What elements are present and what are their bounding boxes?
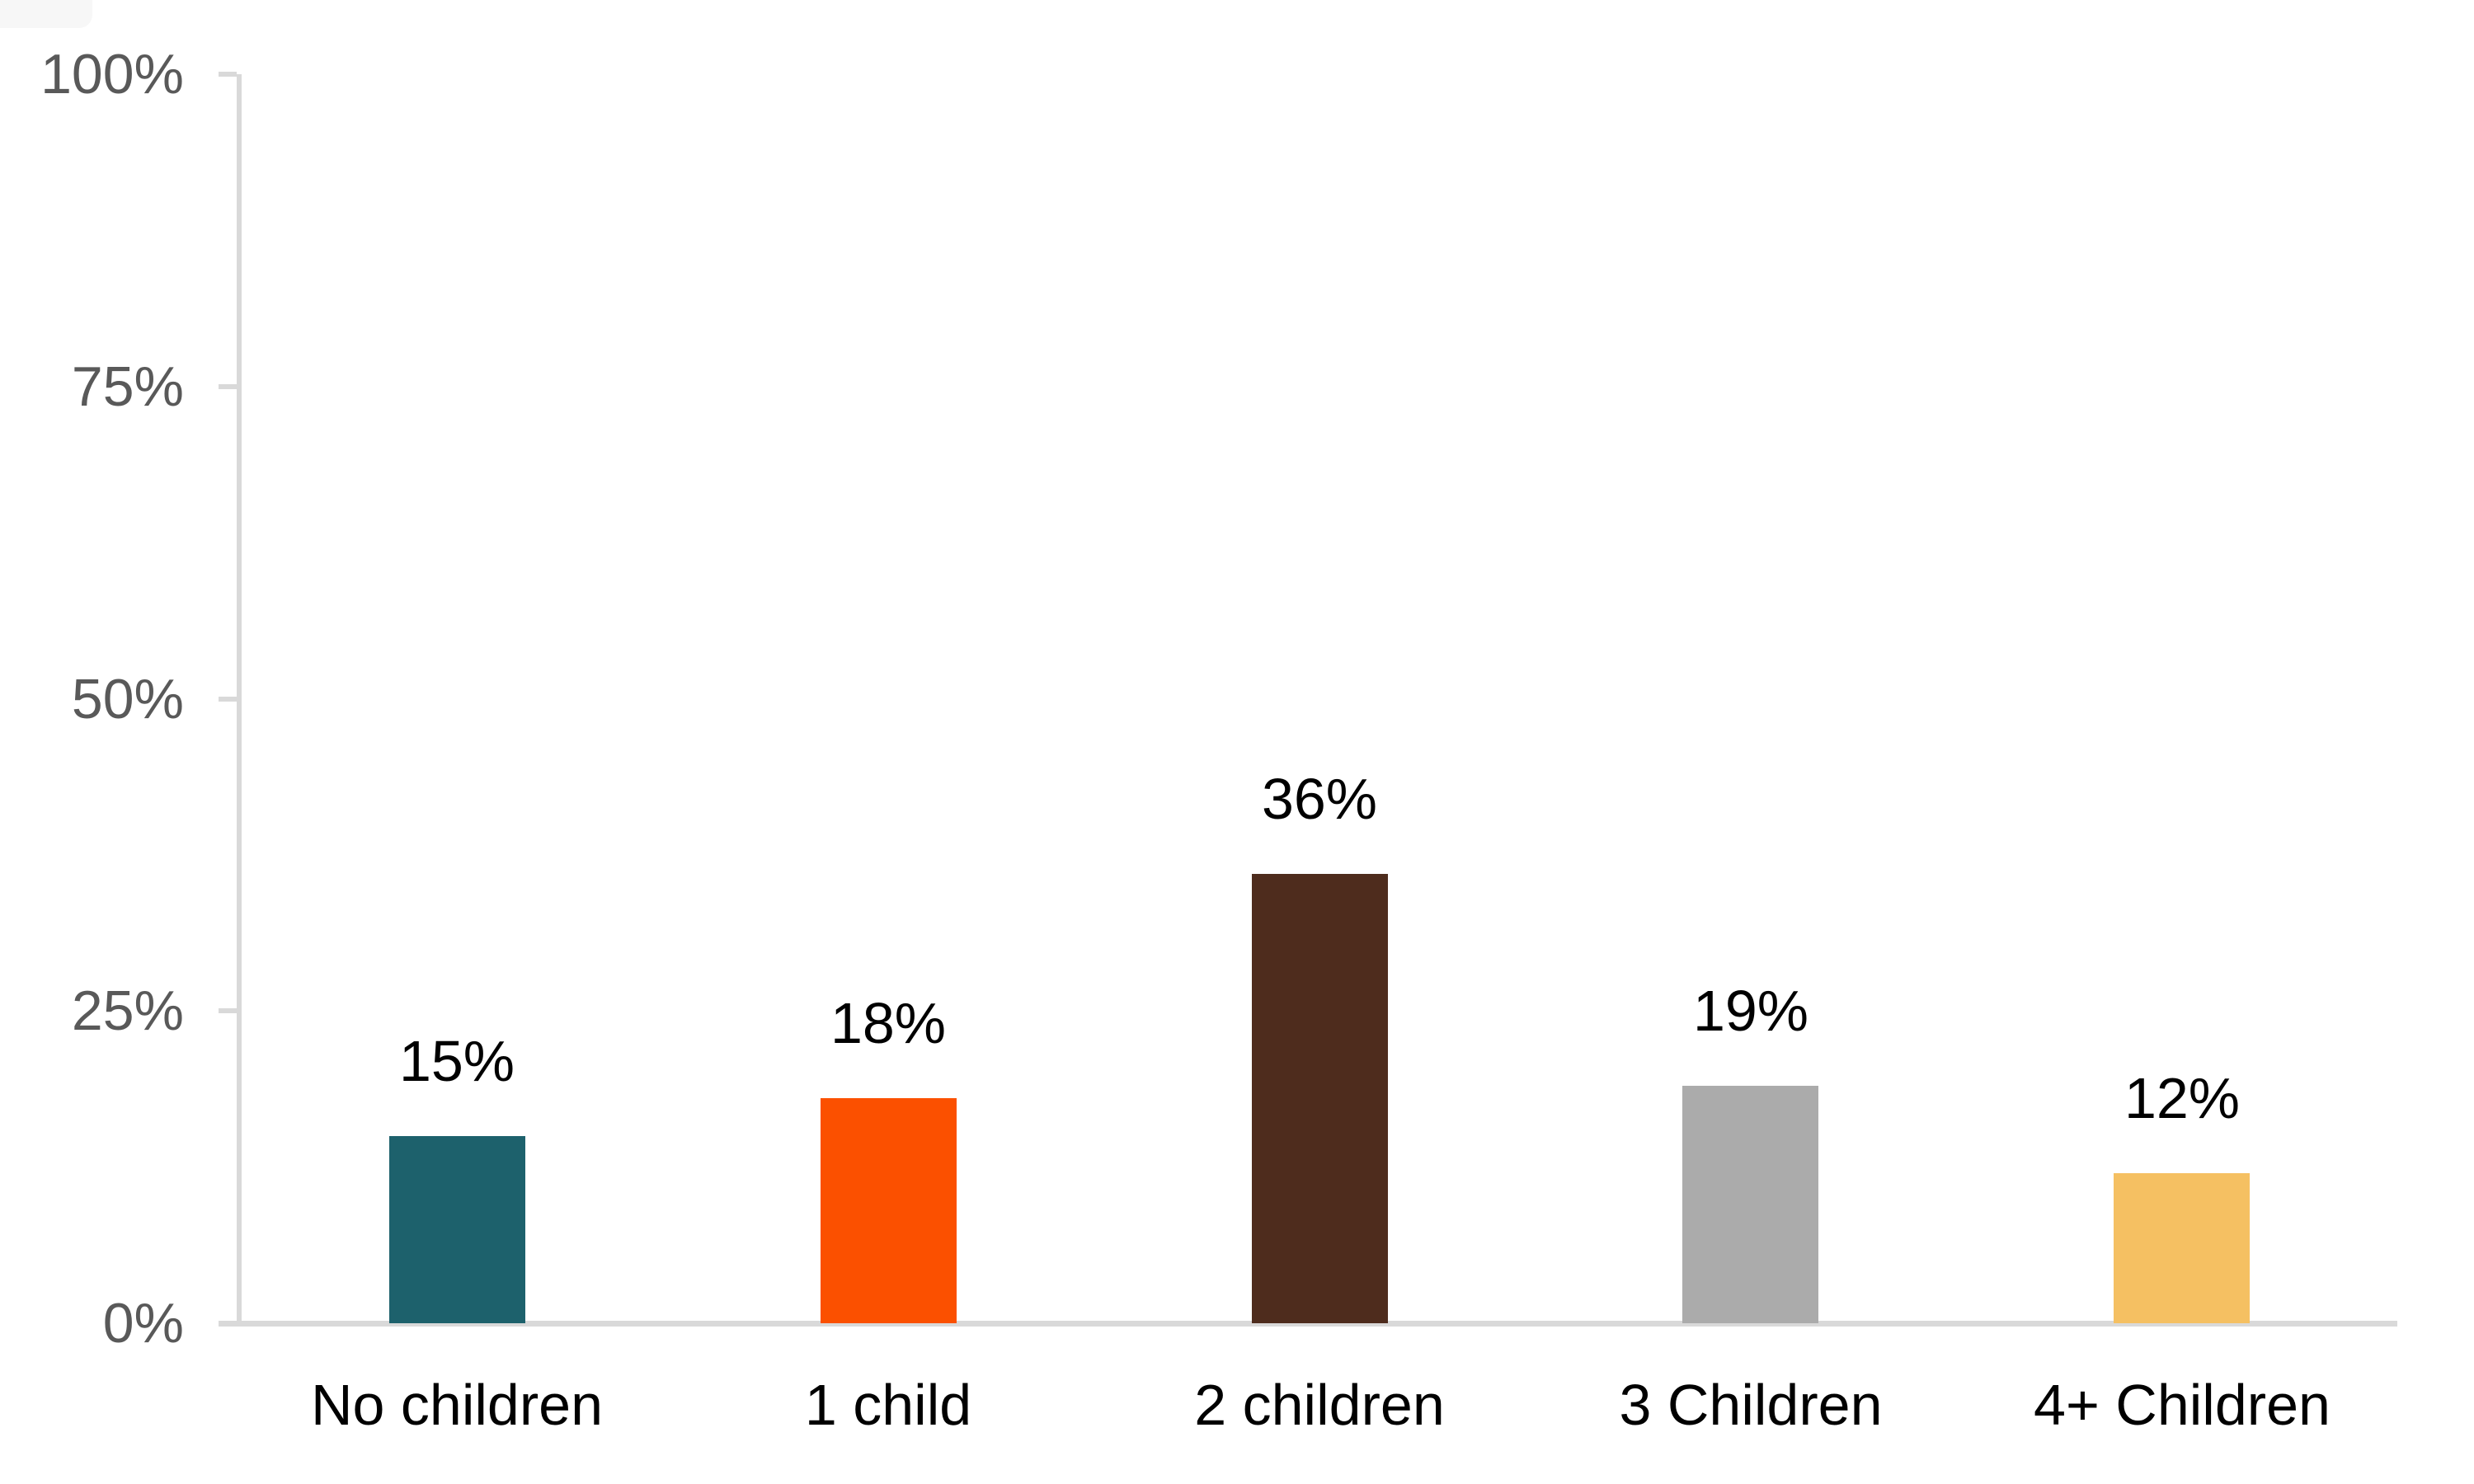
y-tick-mark <box>219 696 237 702</box>
bar-value-label: 19% <box>1692 979 1809 1043</box>
y-axis-tick-label: 50% <box>71 667 184 730</box>
y-tick-mark <box>219 1008 237 1014</box>
y-tick-mark <box>219 383 237 389</box>
x-axis-line <box>219 1321 2397 1327</box>
x-axis-category-label: 2 children <box>1194 1373 1445 1437</box>
x-axis-category-label: 1 child <box>804 1373 972 1437</box>
bar-value-label: 12% <box>2124 1066 2241 1130</box>
bar-value-label: 15% <box>398 1029 515 1093</box>
bar-value-label: 18% <box>830 991 947 1055</box>
y-axis-tick-label: 75% <box>71 355 184 418</box>
bar-2 <box>821 1098 957 1323</box>
y-axis-tick-label: 0% <box>102 1292 184 1355</box>
screen-corner-fragment <box>0 0 92 28</box>
bar-4 <box>1682 1086 1818 1323</box>
bar-value-label: 36% <box>1261 767 1378 831</box>
bar-3 <box>1252 874 1388 1323</box>
bar-1 <box>389 1136 525 1323</box>
y-axis-tick-label: 100% <box>40 43 184 106</box>
bar-5 <box>2114 1173 2250 1323</box>
x-axis-category-label: 4+ Children <box>2034 1373 2331 1437</box>
x-axis-category-label: No children <box>310 1373 604 1437</box>
y-axis-tick-label: 25% <box>71 979 184 1043</box>
y-axis-line <box>237 74 242 1323</box>
y-tick-mark <box>219 72 237 77</box>
x-axis-category-label: 3 Children <box>1619 1373 1883 1437</box>
